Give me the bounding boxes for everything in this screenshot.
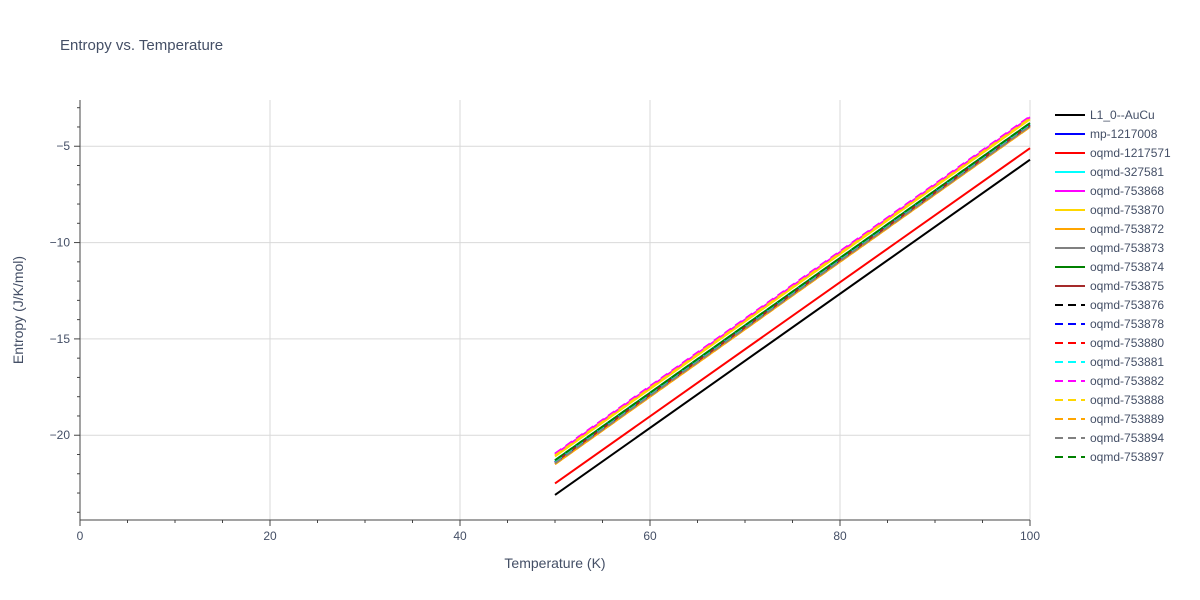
- y-tick-label: −5: [56, 139, 70, 153]
- legend-item: oqmd-753875: [1055, 279, 1164, 293]
- series-line-oqmd-753897: [554, 122, 1031, 462]
- legend-item: oqmd-1217571: [1055, 146, 1171, 160]
- x-tick-label: 40: [453, 529, 467, 543]
- legend-label: oqmd-753872: [1090, 222, 1164, 236]
- x-tick-label: 60: [643, 529, 657, 543]
- legend-item: oqmd-753872: [1055, 222, 1164, 236]
- legend-label: oqmd-753889: [1090, 412, 1164, 426]
- chart-title: Entropy vs. Temperature: [60, 37, 223, 54]
- legend-label: oqmd-753876: [1090, 298, 1164, 312]
- legend-label: oqmd-753880: [1090, 336, 1164, 350]
- grid: [80, 100, 1031, 520]
- legend-item: oqmd-753880: [1055, 336, 1164, 350]
- legend-item: oqmd-753882: [1055, 374, 1164, 388]
- x-tick-label: 80: [833, 529, 847, 543]
- legend-label: mp-1217008: [1090, 127, 1158, 141]
- legend-item: oqmd-753870: [1055, 203, 1164, 217]
- legend-label: oqmd-753868: [1090, 184, 1164, 198]
- legend-item: oqmd-753897: [1055, 450, 1164, 464]
- x-tick-label: 0: [77, 529, 84, 543]
- legend-label: oqmd-753882: [1090, 374, 1164, 388]
- series-line-oqmd-1217571: [554, 147, 1031, 485]
- plot-lines: [554, 115, 1031, 496]
- series-line-L1_0--AuCu: [554, 158, 1031, 496]
- legend-item: oqmd-753881: [1055, 355, 1164, 369]
- legend-item: oqmd-753868: [1055, 184, 1164, 198]
- legend-label: oqmd-753873: [1090, 241, 1164, 255]
- x-tick-label: 20: [263, 529, 277, 543]
- legend-item: oqmd-753889: [1055, 412, 1164, 426]
- y-tick-label: −20: [50, 428, 71, 442]
- legend-item: oqmd-753888: [1055, 393, 1164, 407]
- legend-item: oqmd-753878: [1055, 317, 1164, 331]
- legend-label: L1_0--AuCu: [1090, 108, 1155, 122]
- legend-label: oqmd-1217571: [1090, 146, 1171, 160]
- legend-item: oqmd-753876: [1055, 298, 1164, 312]
- legend-item: oqmd-753894: [1055, 431, 1164, 445]
- legend: L1_0--AuCu mp-1217008 oqmd-1217571 oqmd-327…: [1055, 108, 1171, 464]
- legend-item: L1_0--AuCu: [1055, 108, 1155, 122]
- legend-label: oqmd-327581: [1090, 165, 1164, 179]
- legend-label: oqmd-753875: [1090, 279, 1164, 293]
- legend-label: oqmd-753881: [1090, 355, 1164, 369]
- legend-label: oqmd-753870: [1090, 203, 1164, 217]
- series-line-oqmd-753894: [554, 125, 1031, 464]
- y-tick-label: −10: [50, 236, 71, 250]
- legend-label: oqmd-753874: [1090, 260, 1164, 274]
- axes: 0 20 40 60 80 100 −20 −15 −10 −5: [50, 100, 1040, 543]
- legend-item: oqmd-753874: [1055, 260, 1164, 274]
- series-line-oqmd-753882: [554, 115, 1031, 455]
- x-tick-label: 100: [1020, 529, 1040, 543]
- legend-label: oqmd-753894: [1090, 431, 1164, 445]
- legend-item: oqmd-753873: [1055, 241, 1164, 255]
- y-tick-label: −15: [50, 332, 71, 346]
- legend-label: oqmd-753888: [1090, 393, 1164, 407]
- legend-item: mp-1217008: [1055, 127, 1158, 141]
- series-line-oqmd-753888: [554, 117, 1031, 457]
- legend-label: oqmd-753897: [1090, 450, 1164, 464]
- legend-item: oqmd-327581: [1055, 165, 1164, 179]
- x-axis-title: Temperature (K): [504, 555, 605, 571]
- y-axis-title: Entropy (J/K/mol): [10, 256, 26, 364]
- legend-label: oqmd-753878: [1090, 317, 1164, 331]
